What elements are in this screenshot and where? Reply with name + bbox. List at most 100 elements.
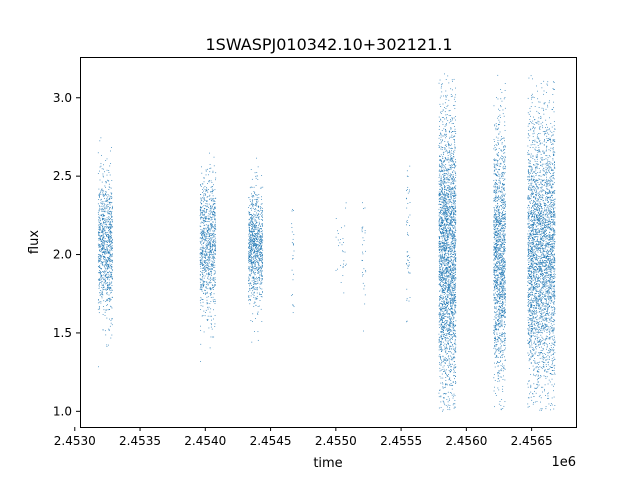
data-point: [446, 277, 448, 279]
data-point: [203, 331, 205, 333]
data-point: [446, 222, 448, 224]
data-point: [445, 212, 447, 214]
data-point: [451, 306, 452, 308]
data-point: [204, 261, 206, 262]
data-point: [248, 266, 249, 268]
data-point: [448, 229, 450, 231]
data-point: [292, 304, 293, 306]
data-point: [106, 262, 108, 264]
data-point: [109, 237, 111, 239]
data-point: [452, 221, 453, 223]
data-point: [452, 208, 454, 209]
data-point: [445, 271, 447, 273]
data-point: [200, 253, 202, 255]
data-point: [440, 222, 442, 224]
data-point: [111, 215, 112, 217]
data-point: [440, 263, 441, 265]
data-point: [98, 267, 100, 269]
data-point: [452, 300, 454, 302]
data-point: [446, 335, 448, 337]
data-point: [447, 328, 449, 330]
data-point: [441, 362, 443, 363]
data-point: [451, 210, 452, 212]
data-point: [447, 143, 449, 145]
data-point: [454, 406, 456, 408]
data-point: [439, 231, 441, 233]
data-point: [445, 306, 447, 308]
data-point: [200, 210, 202, 212]
data-point: [257, 331, 259, 333]
data-point: [200, 207, 202, 209]
data-point: [447, 353, 448, 354]
data-point: [449, 309, 451, 310]
data-point: [215, 229, 217, 230]
data-point: [451, 158, 453, 160]
data-point: [100, 278, 102, 280]
data-point: [111, 221, 113, 222]
data-point: [455, 221, 456, 223]
data-point: [210, 296, 212, 298]
data-point: [110, 163, 112, 165]
data-point: [248, 239, 250, 241]
data-point: [455, 205, 456, 207]
data-point: [257, 240, 259, 242]
data-point: [260, 267, 261, 268]
data-point: [105, 182, 107, 184]
data-point: [448, 130, 450, 132]
data-point: [103, 210, 105, 212]
data-point: [103, 306, 104, 307]
data-point: [250, 260, 252, 262]
data-point: [439, 228, 441, 229]
data-point: [447, 297, 449, 299]
data-point: [440, 210, 442, 211]
data-point: [448, 355, 450, 357]
data-point: [204, 239, 206, 240]
data-point: [451, 224, 453, 226]
data-point: [208, 227, 210, 229]
data-point: [203, 232, 204, 234]
data-point: [444, 349, 446, 351]
data-point: [257, 199, 258, 200]
data-point: [441, 187, 443, 189]
data-point: [340, 282, 342, 283]
data-point: [451, 299, 453, 301]
data-point: [407, 259, 409, 261]
data-point: [260, 231, 262, 232]
data-point: [452, 174, 454, 176]
data-point: [254, 279, 255, 281]
data-point: [215, 179, 216, 181]
data-point: [102, 249, 104, 251]
data-point: [107, 221, 109, 223]
data-point: [453, 136, 455, 137]
data-point: [452, 226, 454, 228]
data-point: [455, 210, 457, 212]
data-point: [112, 318, 113, 320]
data-point: [210, 287, 211, 289]
data-point: [200, 305, 202, 307]
data-point: [258, 230, 259, 232]
data-point: [439, 163, 440, 165]
data-point: [99, 230, 101, 231]
data-point: [109, 221, 111, 223]
data-point: [248, 225, 250, 227]
data-point: [440, 182, 441, 184]
data-point: [200, 264, 202, 266]
data-point: [438, 194, 440, 195]
data-point: [97, 261, 99, 263]
data-point: [254, 207, 256, 209]
data-point: [104, 249, 106, 251]
data-point: [439, 297, 441, 299]
data-point: [99, 196, 101, 198]
data-point: [451, 322, 453, 324]
data-point: [106, 282, 108, 284]
data-point: [253, 235, 255, 237]
data-point: [408, 300, 410, 302]
data-point: [441, 91, 443, 93]
data-point: [248, 296, 250, 297]
data-point: [448, 267, 450, 268]
data-point: [449, 293, 450, 294]
data-point: [249, 263, 251, 265]
data-point: [262, 211, 263, 213]
data-point: [261, 230, 263, 232]
